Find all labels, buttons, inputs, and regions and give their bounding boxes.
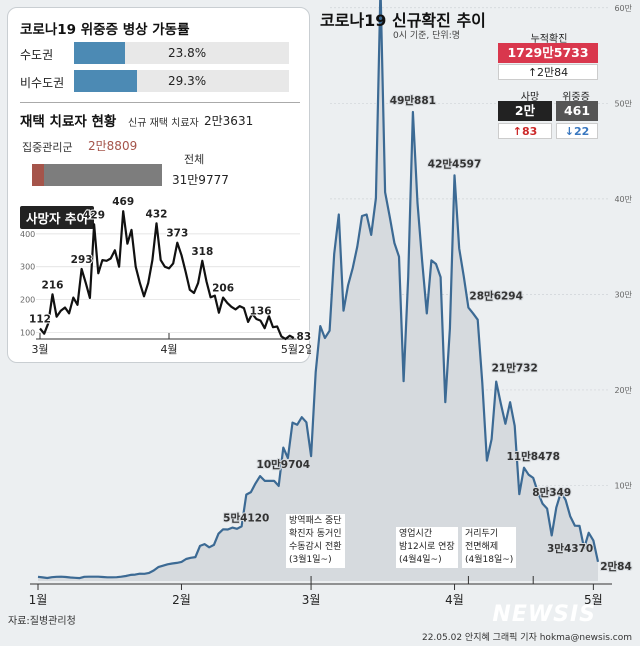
home-new-value: 2만3631 — [204, 114, 254, 128]
deaths-point-label: 136 — [250, 306, 272, 318]
severe-change: ↓22 — [556, 123, 598, 139]
beds-bar-capital: 23.8% — [74, 42, 289, 64]
main-point-label: 11만8478 — [506, 450, 560, 463]
main-point-label: 21만732 — [492, 362, 538, 375]
main-chart-title: 코로나19 신규확진 추이 — [320, 11, 486, 30]
annotation-apr18-line2: 전면해제 — [465, 542, 499, 552]
deaths-x-tick-label: 3월 — [31, 343, 48, 356]
main-point-label: 10만9704 — [257, 458, 311, 471]
severe-value: 461 — [556, 101, 598, 121]
intensive-label: 집중관리군 — [22, 141, 73, 154]
source-note: 자료:질병관리청 — [8, 616, 76, 627]
main-point-label: 8만349 — [532, 486, 571, 499]
main-point-label: 5만4120 — [223, 511, 269, 524]
annotation-apr4-date: (4월4일~) — [399, 555, 442, 565]
annotation-apr4: 영업시간 밤12시로 연장 (4월4일~) — [396, 527, 458, 568]
main-chart-x-axis: 1월 2월 3월 4월 5월 — [29, 576, 612, 607]
annotation-apr4-line1: 영업시간 — [399, 529, 433, 539]
panel-divider — [20, 102, 300, 103]
deaths-x-tick-label: 4월 — [160, 343, 177, 356]
deaths-point-label: 432 — [146, 208, 168, 220]
main-x-tick-label: 2월 — [172, 593, 191, 607]
deaths-label: 사망 — [520, 92, 540, 103]
inset-panel: 코로나19 위중증 병상 가동률 수도권 23.8% 비수도권 29.3% 재택… — [7, 7, 311, 363]
deaths-chart-grid: 100 200 300 400 3월 4월 5월2일 — [20, 230, 311, 356]
total-value: 31만9777 — [172, 173, 229, 187]
main-point-label: 28만6294 — [469, 289, 523, 302]
annotation-mar1-line1: 방역패스 중단 — [289, 516, 342, 526]
annotation-mar1-line2: 확진자 동거인 — [289, 529, 342, 539]
deaths-point-label: 206 — [212, 283, 234, 295]
cumulative-value: 1729만5733 — [498, 43, 598, 63]
deaths-point-label: 293 — [71, 254, 93, 266]
deaths-point-label: 83 — [297, 331, 311, 343]
deaths-trend-title: 사망자 추이 — [20, 206, 94, 229]
deaths-chart-series — [39, 210, 295, 341]
severe-label: 위중증 — [562, 92, 590, 103]
beds-bar-fill-non-capital — [74, 70, 137, 92]
intensive-value: 2만8809 — [88, 139, 138, 153]
main-point-label: 3만4370 — [547, 542, 593, 555]
deaths-y-tick-label: 100 — [20, 328, 35, 337]
home-care-title: 재택 치료자 현황 — [20, 114, 117, 130]
deaths-point-label: 112 — [29, 313, 51, 325]
main-y-tick-label: 50만 — [614, 99, 632, 108]
total-label: 전체 — [184, 153, 205, 166]
main-x-tick-label: 1월 — [29, 593, 48, 607]
newsis-logo: NEWSIS — [492, 602, 596, 627]
main-y-tick-label: 60만 — [614, 4, 632, 13]
main-x-tick-label: 3월 — [302, 593, 321, 607]
deaths-point-label: 469 — [112, 196, 134, 208]
annotation-apr18-date: (4월18일~) — [465, 555, 514, 565]
main-series-line — [37, 0, 600, 580]
main-y-tick-label: 40만 — [614, 195, 632, 204]
deaths-point-label: 216 — [42, 279, 64, 291]
annotation-mar1-line3: 수동감시 전환 — [289, 542, 342, 552]
main-point-label: 2만84 — [600, 560, 632, 573]
annotation-apr4-line2: 밤12시로 연장 — [399, 542, 455, 552]
cumulative-change: ↑2만84 — [498, 64, 598, 80]
annotation-apr18-line1: 거리두기 — [465, 529, 499, 539]
beds-bar-fill-capital — [74, 42, 126, 64]
main-chart-point-labels: 5만412010만970462만120549만88142만459728만6294… — [222, 93, 633, 574]
main-chart-series — [37, 0, 600, 581]
home-intensive-bar — [32, 164, 44, 186]
deaths-series-line — [39, 210, 295, 341]
home-new-label: 신규 재택 치료자 — [128, 118, 199, 129]
deaths-change: ↑83 — [498, 123, 552, 139]
beds-value-capital: 23.8% — [168, 46, 207, 60]
deaths-x-tick-label: 5월2일 — [281, 342, 311, 356]
main-chart-subtitle: 0시 기준, 단위:명 — [393, 31, 461, 41]
main-x-tick-label: 4월 — [445, 593, 464, 607]
annotation-mar1-date: (3월1일~) — [289, 555, 332, 565]
main-point-label: 42만4597 — [428, 157, 482, 170]
annotation-apr18: 거리두기 전면해제 (4월18일~) — [462, 527, 517, 568]
main-y-tick-label: 20만 — [614, 386, 632, 395]
main-y-tick-label: 30만 — [614, 290, 632, 299]
main-area-fill — [38, 0, 598, 581]
cumulative-label: 누적확진 — [530, 34, 568, 45]
main-x-tick-label: 5월 — [584, 593, 603, 607]
deaths-point-label: 429 — [83, 209, 105, 221]
beds-bar-non-capital: 29.3% — [74, 70, 289, 92]
deaths-value: 2만2958 — [498, 101, 552, 138]
annotation-mar1: 방역패스 중단 확진자 동거인 수동감시 전환 (3월1일~) — [286, 514, 345, 568]
deaths-y-tick-label: 200 — [20, 296, 35, 305]
beds-title: 코로나19 위중증 병상 가동률 — [20, 22, 190, 38]
deaths-point-label: 373 — [166, 228, 188, 240]
deaths-point-label: 318 — [191, 246, 213, 258]
main-y-tick-label: 10만 — [614, 481, 632, 490]
main-point-label: 49만881 — [390, 94, 436, 107]
beds-row-label-non-capital: 비수도권 — [20, 76, 65, 90]
deaths-trend-chart: 100 200 300 400 3월 4월 5월2일 112 216 293 429 469 432 3… — [20, 195, 311, 356]
deaths-y-tick-label: 300 — [20, 263, 35, 272]
deaths-y-tick-label: 400 — [20, 230, 35, 239]
beds-value-non-capital: 29.3% — [168, 74, 207, 88]
beds-row-label-capital: 수도권 — [20, 48, 54, 62]
credit-line: 22.05.02 안지혜 그래픽 기자 hokma@newsis.com — [421, 633, 632, 643]
home-total-bar — [32, 164, 162, 186]
